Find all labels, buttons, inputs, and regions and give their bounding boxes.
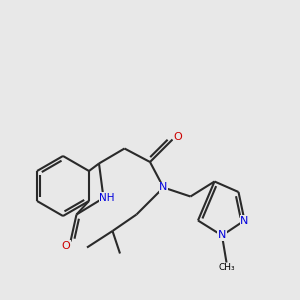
Text: N: N — [240, 215, 249, 226]
Text: N: N — [218, 230, 226, 241]
Text: O: O — [61, 241, 70, 251]
Text: O: O — [173, 131, 182, 142]
Text: N: N — [159, 182, 168, 193]
Text: CH₃: CH₃ — [218, 263, 235, 272]
Text: NH: NH — [99, 193, 115, 203]
